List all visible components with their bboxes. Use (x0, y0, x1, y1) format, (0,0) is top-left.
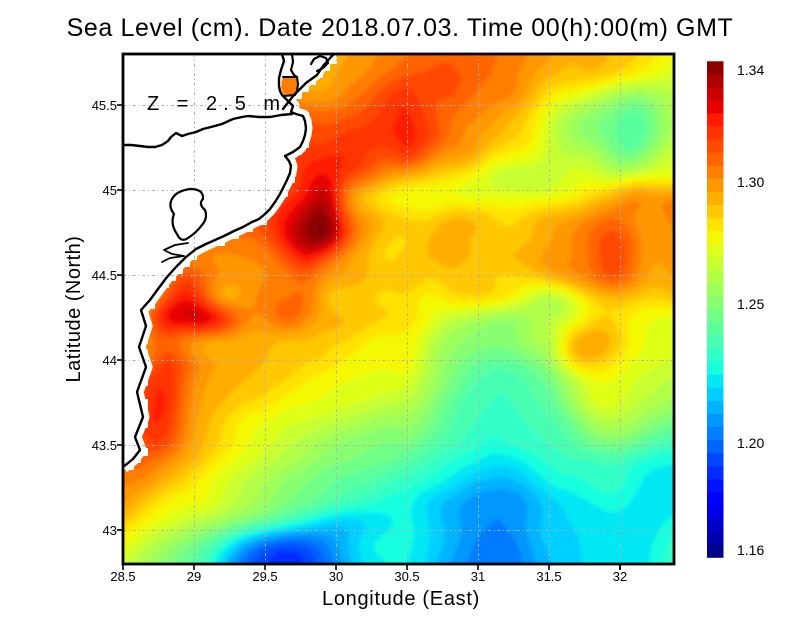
svg-text:44: 44 (103, 353, 117, 368)
svg-text:30: 30 (329, 569, 343, 584)
svg-text:30.5: 30.5 (394, 569, 419, 584)
svg-text:28.5: 28.5 (110, 569, 135, 584)
svg-text:44.5: 44.5 (92, 268, 117, 283)
svg-text:31.5: 31.5 (536, 569, 561, 584)
svg-text:43.5: 43.5 (92, 438, 117, 453)
svg-text:32: 32 (613, 569, 627, 584)
svg-text:1.25: 1.25 (737, 296, 764, 312)
svg-text:29: 29 (187, 569, 201, 584)
svg-text:1.30: 1.30 (737, 174, 764, 190)
svg-text:43: 43 (103, 523, 117, 538)
svg-text:Latitude (North): Latitude (North) (63, 236, 85, 383)
svg-text:Sea Level (cm). Date 2018.07.0: Sea Level (cm). Date 2018.07.03. Time 00… (67, 14, 734, 42)
svg-text:45: 45 (103, 183, 117, 198)
svg-text:45.5: 45.5 (92, 98, 117, 113)
svg-text:31: 31 (471, 569, 485, 584)
svg-text:1.20: 1.20 (737, 435, 764, 451)
svg-text:Z = 2.5 m: Z = 2.5 m (147, 93, 286, 115)
svg-text:1.34: 1.34 (737, 62, 764, 78)
svg-text:29.5: 29.5 (252, 569, 277, 584)
svg-text:Longitude (East): Longitude (East) (322, 588, 480, 610)
svg-text:1.16: 1.16 (737, 542, 764, 558)
